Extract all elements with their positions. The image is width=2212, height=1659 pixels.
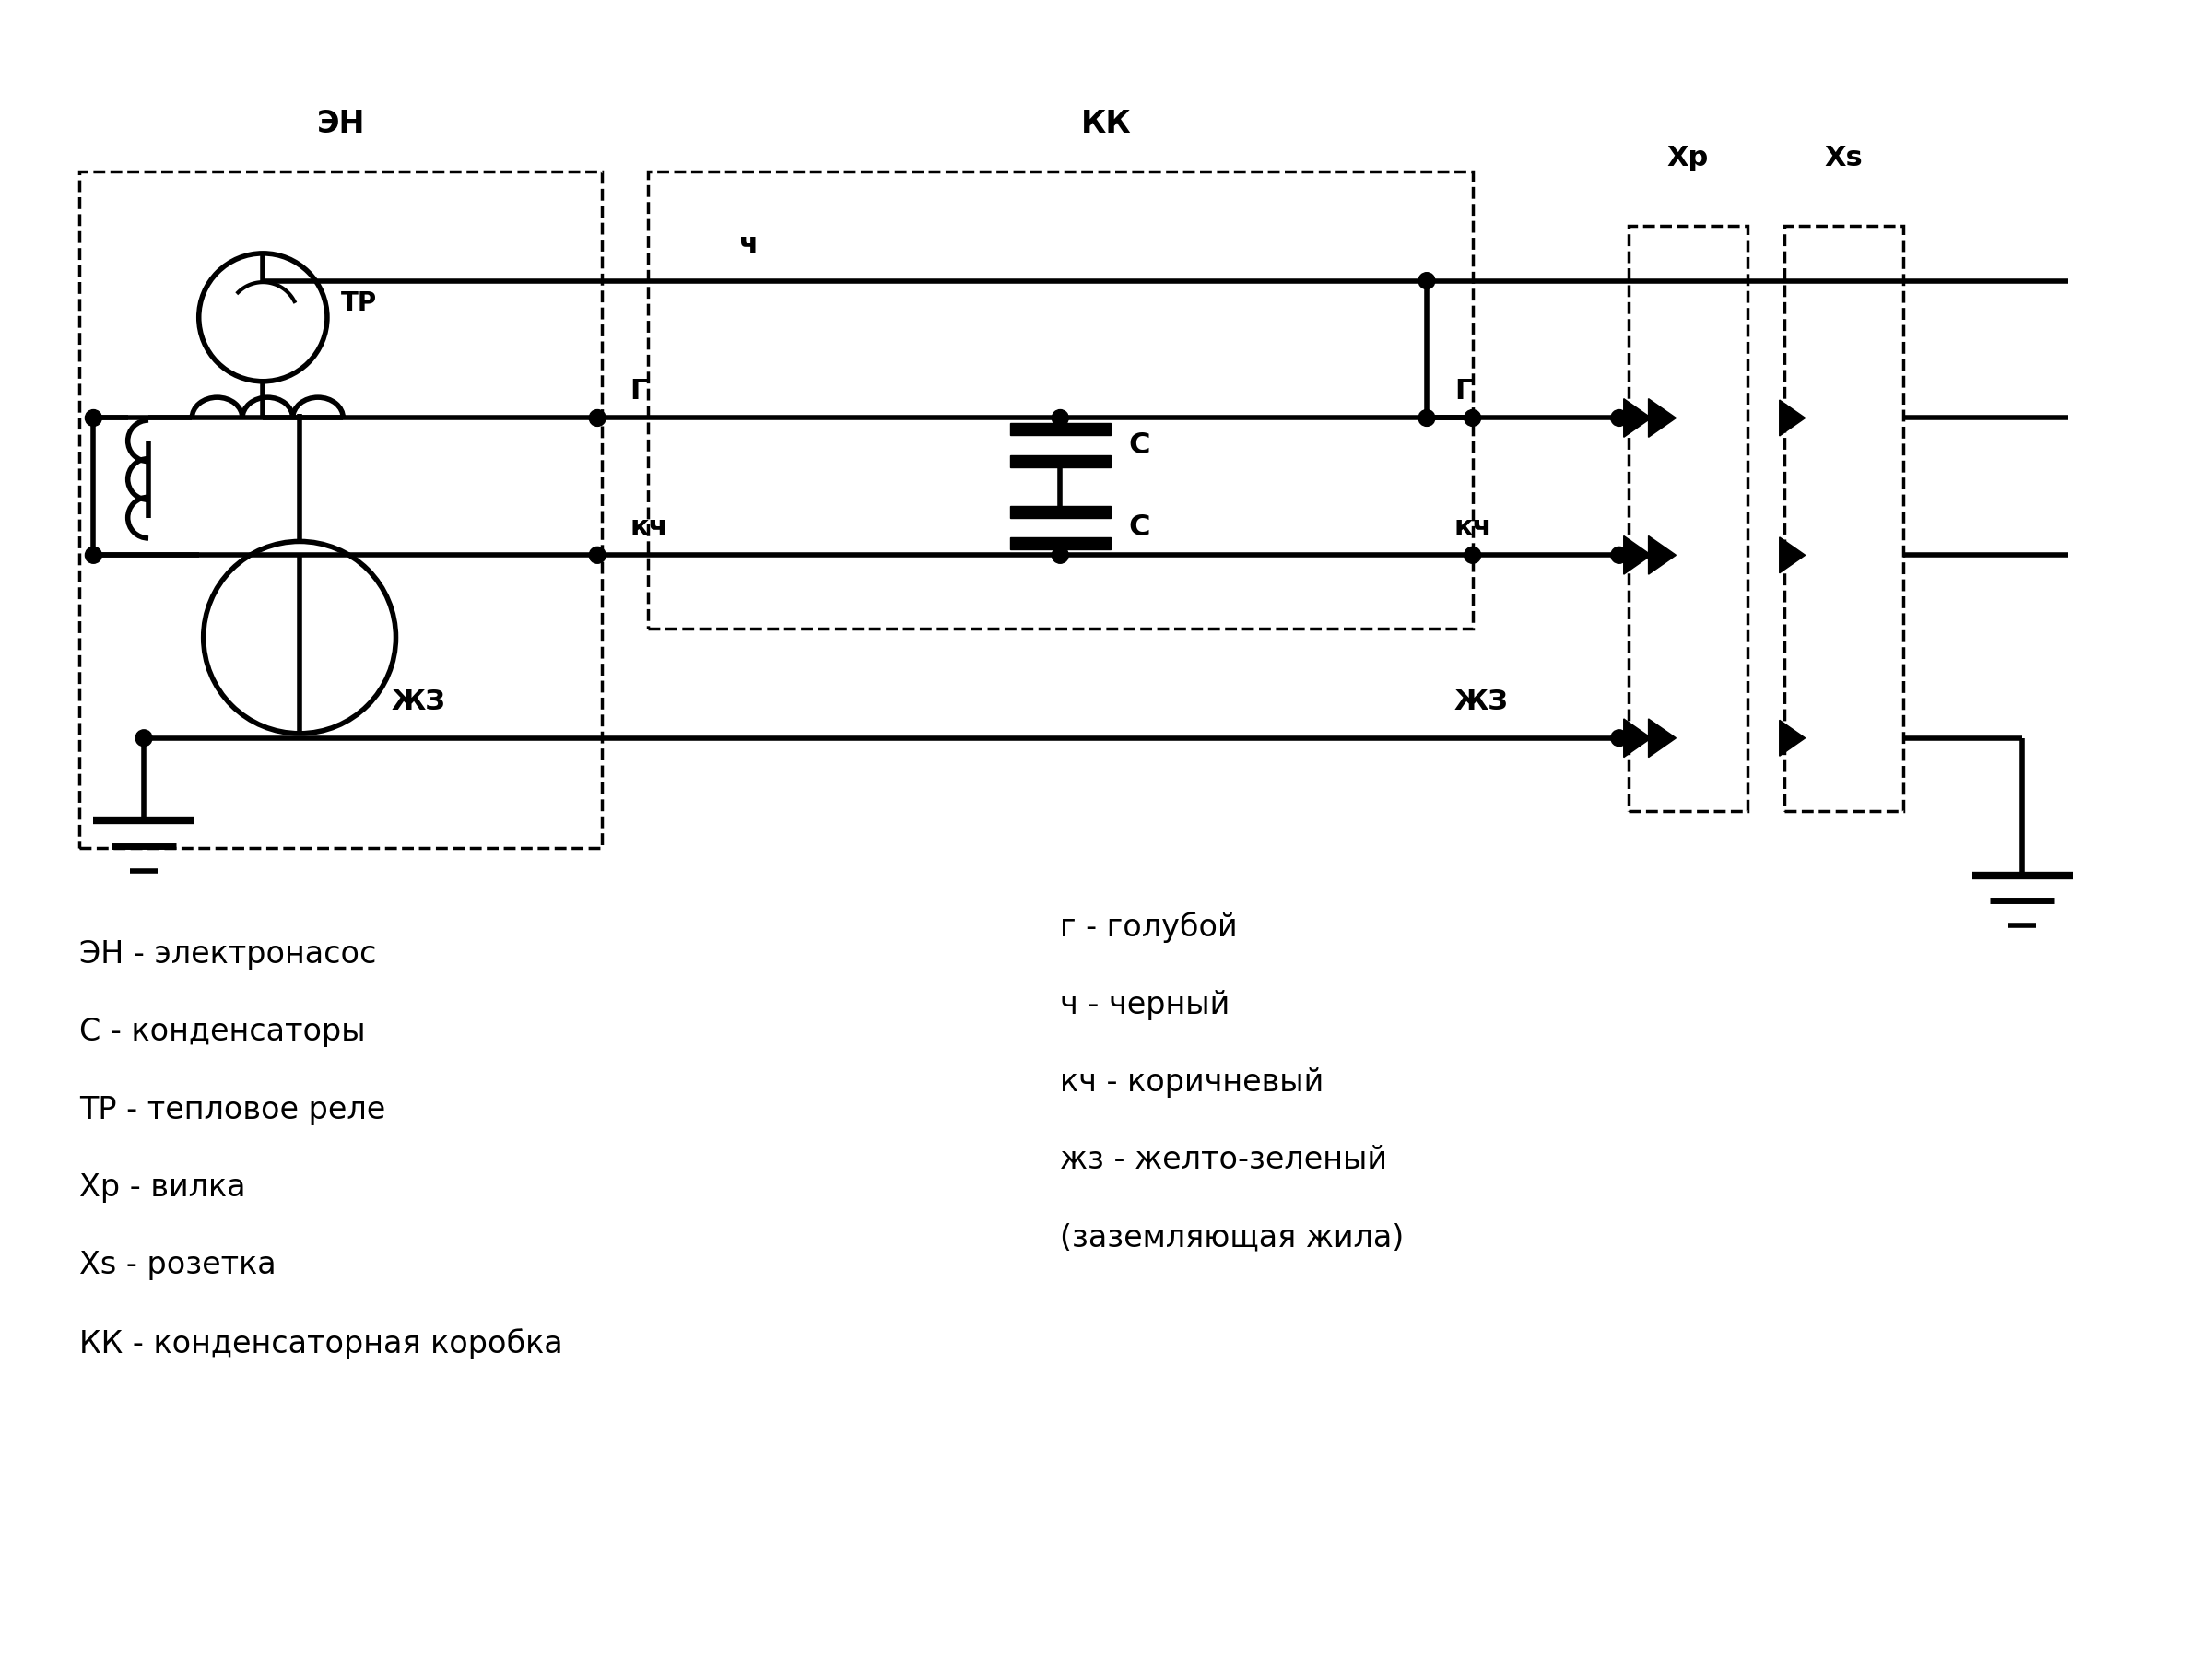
Text: КК: КК	[1082, 108, 1130, 139]
Polygon shape	[1778, 538, 1805, 572]
Text: жз - желто-зеленый: жз - желто-зеленый	[1060, 1145, 1387, 1176]
Polygon shape	[1624, 718, 1650, 757]
Text: Xs: Xs	[1825, 144, 1863, 171]
Text: Г: Г	[1453, 378, 1471, 405]
Circle shape	[86, 547, 102, 564]
Text: ЖЗ: ЖЗ	[1453, 688, 1509, 715]
Text: КК - конденсаторная коробка: КК - конденсаторная коробка	[80, 1327, 564, 1359]
Circle shape	[135, 730, 153, 747]
Bar	[1628, 226, 1747, 811]
Circle shape	[1464, 410, 1480, 426]
Polygon shape	[1624, 536, 1650, 574]
Bar	[80, 171, 602, 848]
Circle shape	[1610, 547, 1628, 564]
Text: ч: ч	[739, 231, 759, 257]
Circle shape	[1610, 730, 1628, 747]
Text: кч: кч	[1453, 514, 1493, 541]
Polygon shape	[1648, 536, 1677, 574]
Polygon shape	[1778, 400, 1805, 436]
Polygon shape	[1624, 398, 1650, 438]
Polygon shape	[1648, 718, 1677, 757]
Circle shape	[588, 410, 606, 426]
Polygon shape	[1778, 720, 1805, 757]
Polygon shape	[1648, 398, 1677, 438]
Bar	[1011, 423, 1110, 435]
Circle shape	[1418, 410, 1436, 426]
Text: г - голубой: г - голубой	[1060, 912, 1239, 942]
Text: ч - черный: ч - черный	[1060, 989, 1230, 1020]
Text: С - конденсаторы: С - конденсаторы	[80, 1017, 365, 1047]
Bar	[1011, 538, 1110, 549]
Circle shape	[1053, 410, 1068, 426]
Text: ТР: ТР	[341, 290, 376, 317]
Bar	[648, 171, 1473, 629]
Text: Хs - розетка: Хs - розетка	[80, 1251, 276, 1281]
Text: (заземляющая жила): (заземляющая жила)	[1060, 1223, 1405, 1253]
Text: С: С	[1128, 431, 1150, 460]
Text: Г: Г	[630, 378, 648, 405]
Text: ТР - тепловое реле: ТР - тепловое реле	[80, 1095, 385, 1125]
Circle shape	[1418, 272, 1436, 289]
Bar	[1785, 226, 1902, 811]
Circle shape	[1610, 410, 1628, 426]
Text: кч: кч	[630, 514, 668, 541]
Text: ЭН - электронасос: ЭН - электронасос	[80, 939, 376, 969]
Circle shape	[1053, 547, 1068, 564]
Text: ЖЗ: ЖЗ	[392, 688, 447, 715]
Circle shape	[1464, 547, 1480, 564]
Bar	[1011, 506, 1110, 518]
Text: кч - коричневый: кч - коричневый	[1060, 1067, 1325, 1098]
Circle shape	[86, 410, 102, 426]
Text: ЭН: ЭН	[316, 108, 365, 139]
Circle shape	[588, 547, 606, 564]
Bar	[1011, 456, 1110, 468]
Text: Хр: Хр	[1668, 144, 1708, 171]
Text: Хр - вилка: Хр - вилка	[80, 1173, 246, 1203]
Text: С: С	[1128, 513, 1150, 542]
